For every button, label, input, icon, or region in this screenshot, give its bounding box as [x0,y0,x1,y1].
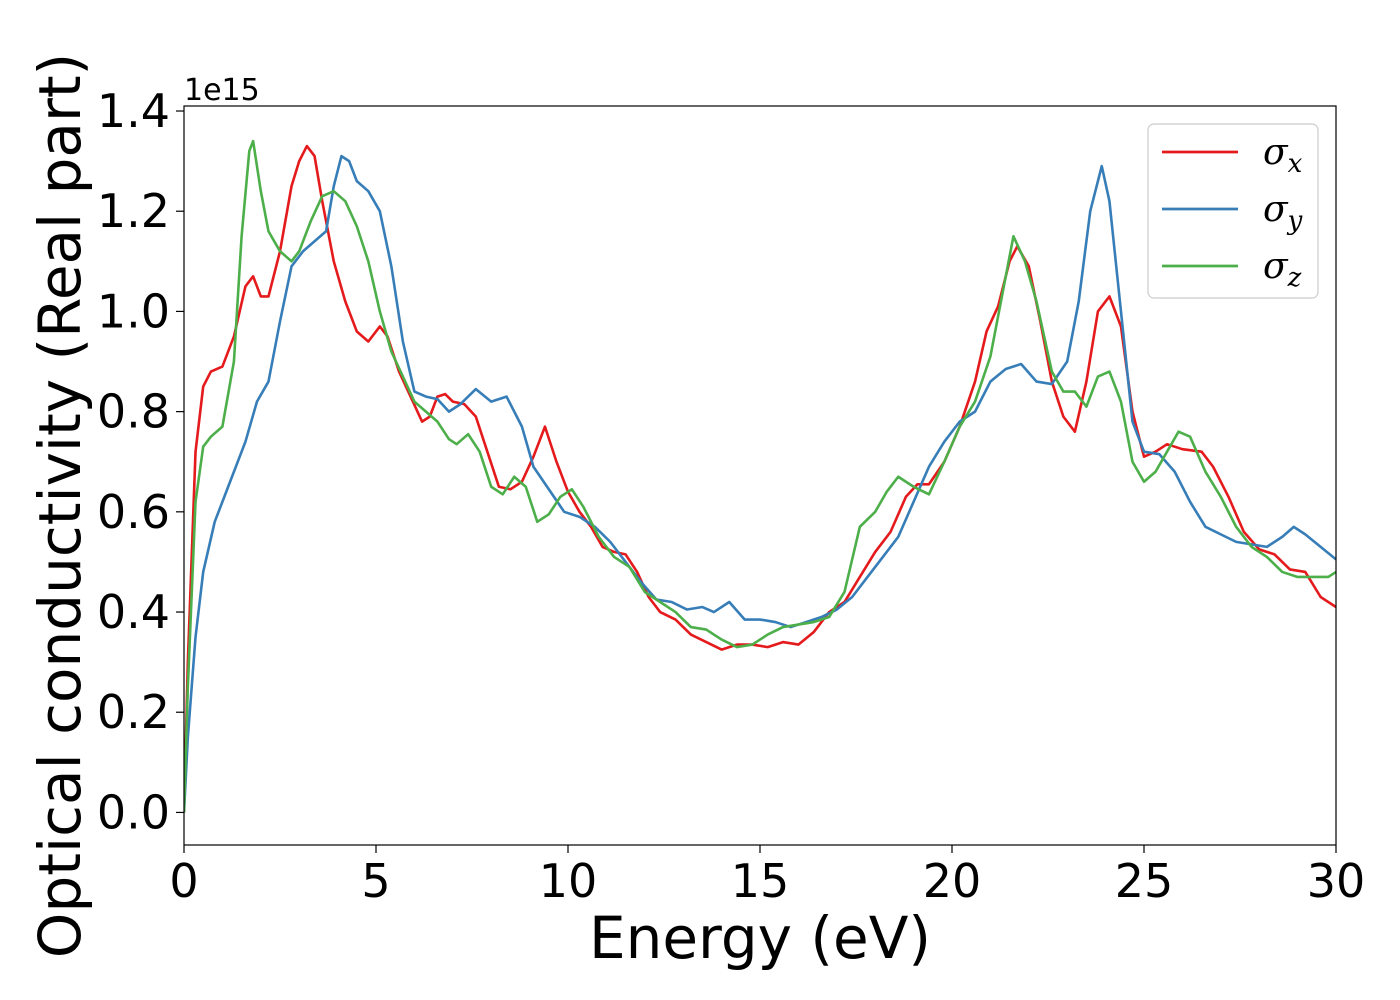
y-axis: 0.0 0.2 0.4 0.6 0.8 1.0 1.2 1.4 [97,84,184,839]
legend-label-sigma-y: σy [1263,189,1303,236]
y-tick-label: 0.2 [97,685,170,739]
x-tick-label: 0 [169,854,198,908]
x-axis: 0 5 10 15 20 25 30 [169,845,1365,908]
series-line-sigma-y [184,154,1336,813]
y-axis-label: Optical conductivity (Real part) [26,53,94,958]
legend: σx σy σz [1147,123,1319,299]
series-group [184,139,1336,813]
y-tick-label: 0.6 [97,485,170,539]
y-tick-label: 1.0 [97,284,170,338]
y-tick-label: 0.8 [97,385,170,439]
legend-box [1147,123,1319,299]
y-axis-offset-label: 1e15 [184,73,260,108]
series-line-sigma-z [184,139,1336,813]
y-tick-label: 1.4 [97,84,170,138]
legend-label-sigma-x: σx [1263,132,1303,179]
x-tick-label: 5 [361,854,390,908]
y-tick-label: 1.2 [97,184,170,238]
legend-label-sigma-z: σz [1263,246,1302,293]
x-tick-label: 10 [539,854,598,908]
x-tick-label: 30 [1307,854,1366,908]
x-axis-label: Energy (eV) [589,904,931,972]
y-tick-label: 0.4 [97,585,170,639]
x-tick-label: 25 [1115,854,1174,908]
x-tick-label: 15 [731,854,790,908]
series-line-sigma-x [184,144,1336,813]
x-tick-label: 20 [923,854,982,908]
y-tick-label: 0.0 [97,785,170,839]
